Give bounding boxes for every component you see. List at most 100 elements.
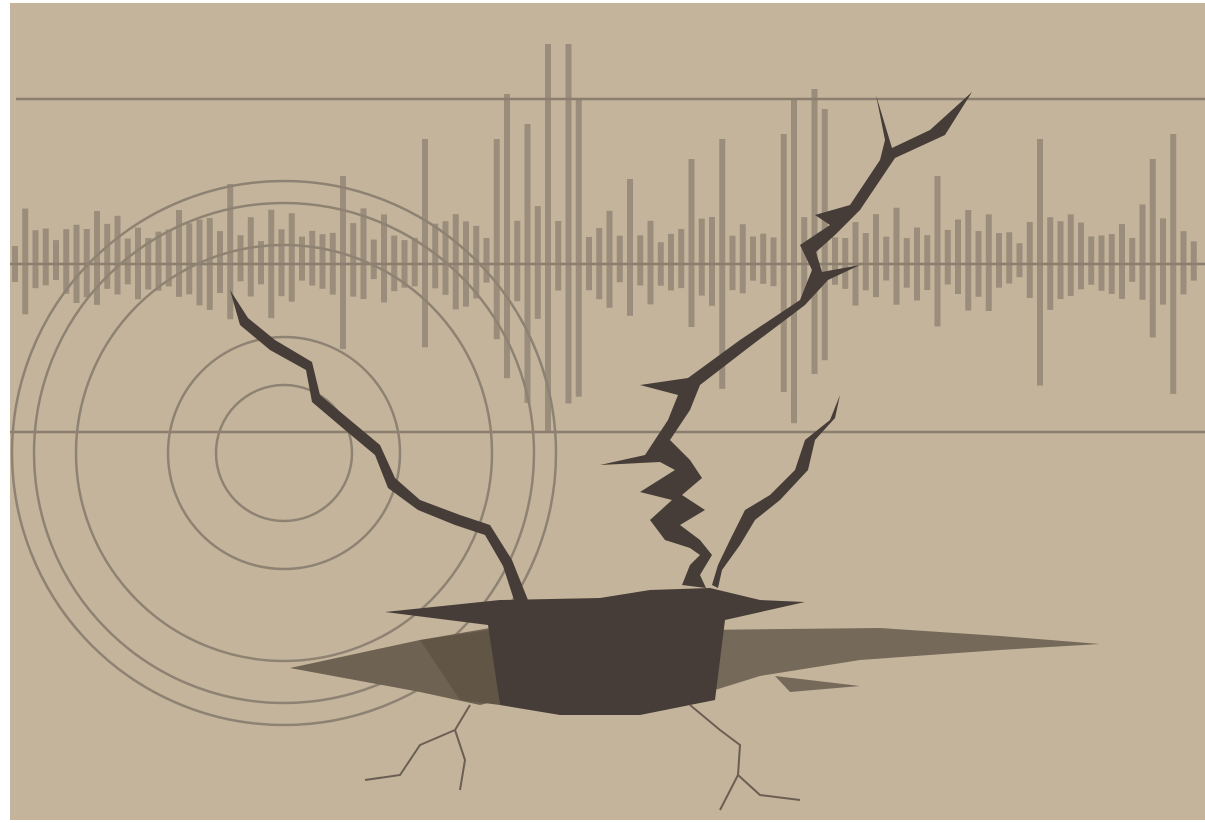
seismogram-bar <box>1016 243 1023 278</box>
crater <box>290 588 1100 715</box>
crater-wall <box>420 630 500 705</box>
seismogram-bar <box>637 235 644 286</box>
seismogram-bar <box>545 44 551 433</box>
seismogram-bar <box>811 89 818 374</box>
seismogram-bar <box>698 218 705 296</box>
seismogram-bar <box>32 230 39 289</box>
seismogram-bar <box>893 207 900 305</box>
seismogram-bar <box>155 231 162 291</box>
seismogram-bar <box>381 214 387 303</box>
seismogram-bar <box>791 99 797 424</box>
seismogram-bar <box>319 234 326 289</box>
seismogram-bar <box>104 223 111 289</box>
seismogram-bar <box>258 241 264 285</box>
crack <box>712 395 840 588</box>
seismogram-bar <box>944 229 951 285</box>
seismogram-bar <box>370 239 377 280</box>
hairline-crack <box>364 704 471 781</box>
crater-shadow <box>775 676 860 692</box>
seismogram-bar <box>493 139 500 340</box>
seismogram-bar <box>606 210 613 308</box>
seismogram-bar <box>955 219 961 295</box>
seismogram-bar <box>1160 218 1166 305</box>
crater-shadow <box>700 628 1100 690</box>
seismogram-bar <box>1078 222 1084 290</box>
seismogram-bar <box>247 217 254 297</box>
guide-lines <box>10 97 1205 434</box>
seismogram-bar <box>873 214 879 298</box>
seismogram-bar <box>965 210 972 311</box>
seismogram-bar <box>340 176 346 350</box>
seismogram-bar <box>504 94 510 379</box>
seismogram-bar <box>1190 241 1197 281</box>
hairline-crack <box>689 704 801 801</box>
seismogram-bar <box>750 236 756 281</box>
seismogram-bar <box>1129 237 1136 282</box>
ripple <box>166 335 402 571</box>
seismogram-bar <box>176 210 182 297</box>
seismogram-bar <box>647 220 654 305</box>
seismogram-bar <box>186 223 193 295</box>
seismogram-bar <box>801 217 808 302</box>
seismogram-bar <box>309 230 316 286</box>
seismogram-bar <box>709 216 715 306</box>
seismogram-bar <box>924 235 931 291</box>
seismogram-bar <box>1180 231 1187 295</box>
seismogram-bar <box>63 229 70 294</box>
seismogram-bar <box>442 221 449 295</box>
seismogram-bar <box>360 208 367 300</box>
hole <box>385 588 805 715</box>
seismogram-bar <box>996 233 1002 288</box>
seismogram-bar <box>1139 204 1146 300</box>
seismogram-bar <box>1088 236 1095 285</box>
seismogram-bar <box>760 233 767 284</box>
seismogram-bar <box>1006 232 1013 284</box>
seismogram-bar <box>53 240 59 280</box>
seismogram-bar <box>237 235 244 282</box>
seismogram-bar <box>688 159 695 328</box>
seismogram-bar <box>1026 221 1033 298</box>
seismogram-bar <box>432 223 439 289</box>
seismogram-bar <box>483 237 490 283</box>
seismogram-bar <box>299 236 305 281</box>
hairline-crack <box>719 774 739 811</box>
seismogram-bar <box>616 235 623 283</box>
seismogram-bar <box>627 179 633 316</box>
seismogram-bar <box>862 233 869 291</box>
crack <box>230 290 528 600</box>
seismogram-bar <box>94 211 100 305</box>
seismogram-bar <box>555 220 562 291</box>
seismogram-bar <box>739 224 746 294</box>
seismogram-bar <box>411 237 418 287</box>
seismogram-bar <box>114 215 121 295</box>
ripple <box>10 179 558 727</box>
ripple <box>214 383 354 523</box>
seismogram-bar <box>452 214 459 310</box>
seismogram-bar <box>1149 159 1156 338</box>
seismogram-bar <box>217 231 223 294</box>
seismogram-bar <box>22 208 29 315</box>
seismogram-bar <box>1119 224 1125 299</box>
seismogram-bar <box>1037 139 1043 386</box>
seismogram-bar <box>124 238 131 285</box>
seismogram-bar <box>832 237 838 285</box>
seismogram-bar <box>42 228 49 286</box>
seismogram-bar <box>883 236 890 281</box>
seismogram-bar <box>165 229 172 287</box>
seismogram-bar <box>934 176 941 327</box>
ripple <box>32 201 536 705</box>
seismogram-bar <box>514 220 521 302</box>
hairline-cracks <box>364 704 801 811</box>
seismogram-bar <box>350 223 357 297</box>
seismogram-bar <box>575 99 582 397</box>
seismogram-bar <box>288 213 295 302</box>
cracks <box>230 92 972 600</box>
hairline-crack <box>454 729 467 791</box>
seismogram-bar <box>1067 214 1074 296</box>
ripples <box>10 179 558 727</box>
seismogram-bar <box>1057 221 1064 300</box>
ripple <box>74 243 494 663</box>
seismogram-bar <box>565 44 572 404</box>
seismogram-bar <box>422 139 428 348</box>
